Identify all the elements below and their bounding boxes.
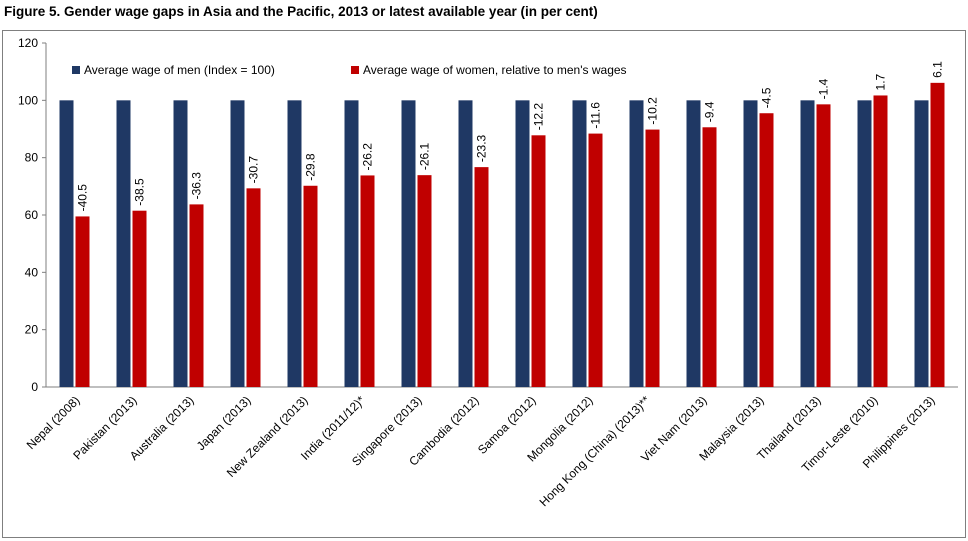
data-label: -10.2: [646, 97, 660, 125]
bar-men: [515, 100, 530, 387]
data-label: -30.7: [247, 156, 261, 184]
bar-women: [189, 204, 204, 387]
bar-women: [645, 129, 660, 387]
y-tick-label: 120: [18, 36, 38, 50]
bar-women: [417, 175, 432, 387]
bar-women: [474, 167, 489, 387]
data-label: 1.7: [874, 73, 888, 90]
data-label: -29.8: [304, 153, 318, 181]
data-label: -11.6: [589, 102, 603, 129]
bar-men: [401, 100, 416, 387]
data-label: -12.2: [532, 103, 546, 131]
y-tick-label: 100: [18, 93, 38, 107]
legend-label: Average wage of women, relative to men's…: [363, 63, 627, 77]
y-tick-label: 40: [25, 265, 39, 279]
bar-women: [588, 133, 603, 387]
y-tick-label: 60: [25, 208, 39, 222]
bar-women: [360, 175, 375, 387]
bar-men: [914, 100, 929, 387]
bar-men: [173, 100, 188, 387]
bar-women: [303, 185, 318, 387]
category-label: Nepal (2008): [24, 393, 83, 452]
y-tick-label: 20: [25, 323, 39, 337]
bar-men: [287, 100, 302, 387]
bar-women: [873, 95, 888, 388]
bar-men: [629, 100, 644, 387]
bar-men: [116, 100, 131, 387]
bar-women: [930, 82, 945, 387]
legend: Average wage of men (Index = 100) Average…: [72, 63, 627, 77]
bar-men: [230, 100, 245, 387]
bar-women: [816, 104, 831, 387]
data-label: -38.5: [133, 178, 147, 206]
bar-women: [75, 216, 90, 387]
x-axis: Nepal (2008)Pakistan (2013)Australia (20…: [24, 393, 938, 509]
bar-women: [246, 188, 261, 387]
y-tick-label: 0: [31, 380, 38, 394]
bar-men: [344, 100, 359, 387]
data-label: -4.5: [760, 87, 774, 108]
bar-men: [686, 100, 701, 387]
figure-title: Figure 5. Gender wage gaps in Asia and t…: [4, 4, 598, 19]
bar-men: [458, 100, 473, 387]
bar-men: [59, 100, 74, 387]
legend-swatch: [351, 66, 359, 74]
data-label: -23.3: [475, 134, 489, 162]
bar-women: [759, 113, 774, 387]
data-label: -36.3: [190, 172, 204, 200]
legend-label: Average wage of men (Index = 100): [84, 63, 275, 77]
bars: [59, 82, 945, 388]
category-label: Samoa (2012): [475, 393, 539, 457]
data-labels: -40.5 -38.5 -36.3 -30.7 -29.8 -26.2 -26.1 -23.3…: [76, 61, 945, 212]
data-label: -1.4: [817, 78, 831, 99]
y-tick-label: 80: [25, 151, 39, 165]
data-label: -26.2: [361, 143, 375, 171]
legend-swatch: [72, 66, 80, 74]
bar-men: [743, 100, 758, 387]
bar-women: [132, 210, 147, 387]
data-label: -40.5: [76, 184, 90, 212]
data-label: -26.1: [418, 142, 432, 170]
bar-women: [531, 135, 546, 387]
category-label: Japan (2013): [194, 393, 254, 453]
bar-women: [702, 127, 717, 387]
bar-men: [800, 100, 815, 387]
data-label: -9.4: [703, 101, 717, 122]
bar-men: [572, 100, 587, 387]
bar-men: [857, 100, 872, 387]
data-label: 6.1: [931, 61, 945, 78]
chart-frame: [2, 30, 966, 538]
category-label: Hong Kong (China) (2013)**: [537, 393, 653, 509]
